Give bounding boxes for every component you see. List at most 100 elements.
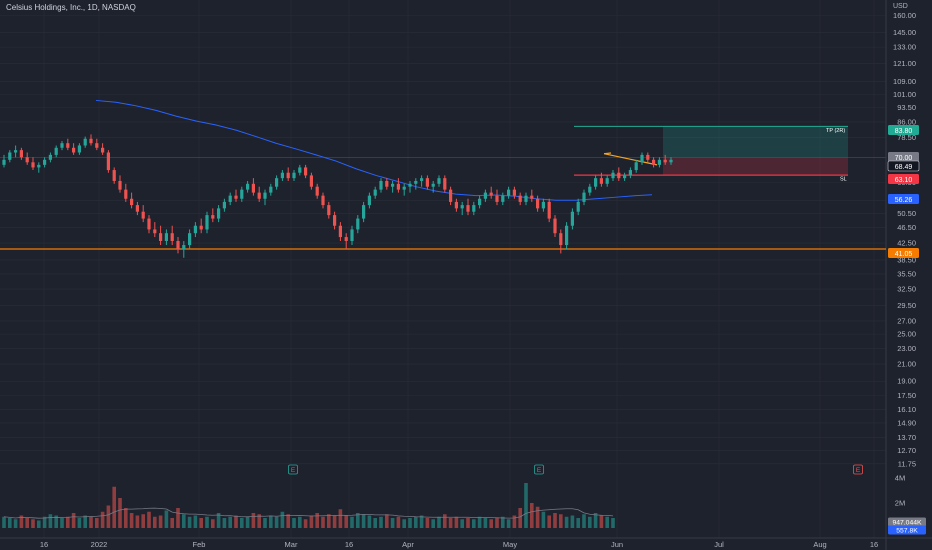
candle-body xyxy=(263,192,267,199)
price-tick-label: 42.50 xyxy=(897,239,916,248)
volume-bar xyxy=(512,515,517,528)
volume-bar xyxy=(576,518,580,528)
candle-body xyxy=(130,198,134,206)
candle-body xyxy=(31,162,35,168)
volume-bar xyxy=(199,518,203,528)
price-tags: 83.80 70.00 68.49 63.10 56.26 41.05 947.044K55… xyxy=(887,125,926,535)
candle-body xyxy=(414,180,418,184)
candle-body xyxy=(547,201,551,219)
price-tick-label: 21.00 xyxy=(897,360,916,369)
candle-body xyxy=(112,170,116,181)
price-tick-label: 35.50 xyxy=(897,269,916,278)
price-tick-label: 14.90 xyxy=(897,418,916,427)
candle-body xyxy=(466,205,470,212)
volume-bar xyxy=(588,516,592,528)
candle-body xyxy=(425,178,429,187)
volume-bar xyxy=(100,511,105,528)
candle-body xyxy=(391,183,395,187)
candle-body xyxy=(460,205,464,209)
candle-body xyxy=(54,147,58,155)
volume-bar xyxy=(559,514,563,528)
volume-bar xyxy=(182,514,186,528)
candle-body xyxy=(530,195,534,199)
candle-body xyxy=(234,195,238,199)
volume-bar xyxy=(570,515,575,528)
volume-bar xyxy=(176,508,180,528)
candle-body xyxy=(396,183,400,190)
earnings-marker-box xyxy=(853,464,863,475)
candle-body xyxy=(124,189,128,199)
price-axis[interactable]: 160.00 145.00 133.00 121.00 109.00 101.00 93.5… xyxy=(893,11,916,508)
volume-bar xyxy=(19,515,24,528)
volume-bar xyxy=(112,486,116,528)
candle-body xyxy=(582,192,586,202)
volume-bar xyxy=(466,518,470,528)
candle-body xyxy=(576,201,580,212)
candle-body xyxy=(437,178,441,184)
time-tick-label: Aug xyxy=(813,540,826,549)
take-profit-zone[interactable] xyxy=(663,126,848,158)
candle-body xyxy=(338,225,342,238)
candle-body xyxy=(106,152,110,171)
volume-bar xyxy=(106,505,111,528)
volume-bar xyxy=(193,515,198,528)
candle-body xyxy=(246,183,250,190)
candle-body xyxy=(199,225,203,230)
earnings-marker-box xyxy=(534,464,544,475)
stop-loss-label: SL xyxy=(840,177,847,183)
candle-body xyxy=(472,205,476,212)
candle-body xyxy=(588,186,592,193)
volume-bar xyxy=(361,514,366,528)
volume-bar xyxy=(205,516,209,528)
candle-body xyxy=(652,159,656,165)
time-tick-label: 16 xyxy=(345,540,353,549)
price-tick-label: 17.50 xyxy=(897,391,916,400)
candle-body xyxy=(141,211,145,219)
volume-bar xyxy=(234,515,238,528)
stop-loss-zone[interactable] xyxy=(663,157,848,176)
candle-body xyxy=(275,178,279,187)
candle-body xyxy=(449,189,453,202)
volume-bar xyxy=(153,516,157,528)
candle-body xyxy=(669,159,673,163)
volume-bar xyxy=(460,519,464,528)
candle-body xyxy=(292,172,296,179)
volume-bar xyxy=(373,518,377,528)
volume-bar xyxy=(77,518,82,528)
price-tick-label: 27.00 xyxy=(897,316,916,325)
volume-bar xyxy=(564,516,569,528)
candle-body xyxy=(431,183,435,187)
volume-bar xyxy=(489,519,493,528)
volume-bar xyxy=(2,516,6,528)
volume-bar xyxy=(506,519,511,528)
time-axis[interactable]: 16 2022 Feb Mar 16 Apr May Jun Jul Aug 16 xyxy=(40,540,878,549)
volume-bar xyxy=(547,515,551,528)
price-tag-bg xyxy=(888,174,919,184)
candle-body xyxy=(83,138,87,146)
volume-bar xyxy=(524,483,528,528)
candle-body xyxy=(524,195,528,202)
volume-bar xyxy=(303,519,308,528)
volume-bar xyxy=(402,519,406,528)
volume-bar xyxy=(419,515,424,528)
candle-body xyxy=(553,218,557,234)
volume-bar xyxy=(408,518,412,528)
trendline-drawing[interactable] xyxy=(603,153,658,166)
volume-bar xyxy=(13,519,18,528)
candle-body xyxy=(628,170,632,176)
volume-bar xyxy=(42,516,47,528)
candle-body xyxy=(611,172,615,179)
volume-bar xyxy=(164,510,169,528)
volume-bar xyxy=(147,511,151,528)
price-tick-label: 25.00 xyxy=(897,330,916,339)
candle-body xyxy=(385,180,389,187)
trade-setup[interactable]: TP (2R) SL xyxy=(574,125,848,183)
candle-body xyxy=(269,186,273,193)
candle-body xyxy=(176,241,180,250)
volume-bar xyxy=(8,518,12,528)
candle-body xyxy=(559,233,563,246)
